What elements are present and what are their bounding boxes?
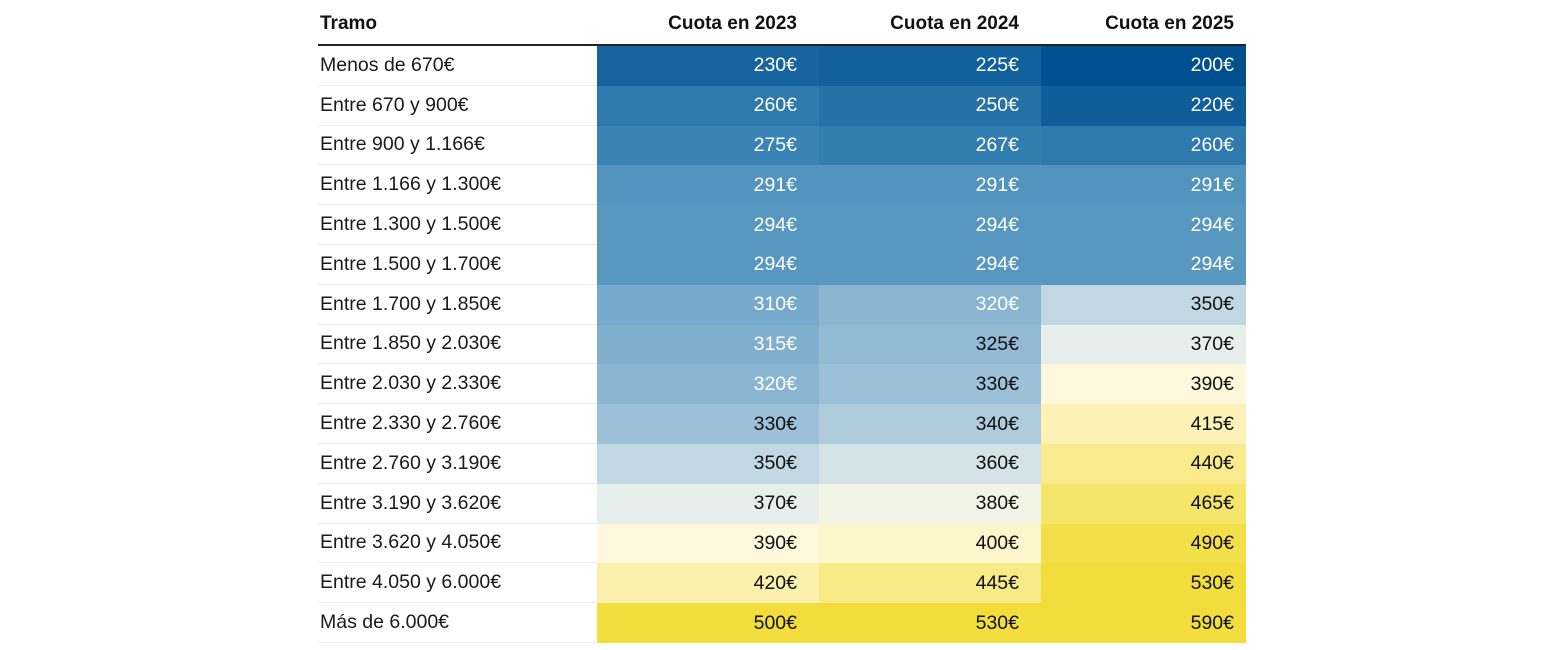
row-label: Entre 3.620 y 4.050€ [318, 524, 597, 564]
table-row: Entre 2.030 y 2.330€ 320€ 330€ 390€ [318, 364, 1246, 405]
cell-2024: 250€ [819, 85, 1041, 126]
table-row: Entre 4.050 y 6.000€ 420€ 445€ 530€ [318, 563, 1246, 604]
row-label: Entre 900 y 1.166€ [318, 126, 597, 166]
cell-2025: 490€ [1041, 523, 1246, 564]
table-row: Menos de 670€ 230€ 225€ 200€ [318, 46, 1246, 86]
cell-2023: 320€ [597, 364, 819, 405]
cell-2024: 320€ [819, 284, 1041, 325]
cell-2024: 225€ [819, 46, 1041, 86]
table-header: Tramo Cuota en 2023 Cuota en 2024 Cuota … [318, 4, 1246, 46]
table-row: Entre 3.620 y 4.050€ 390€ 400€ 490€ [318, 523, 1246, 564]
cell-2023: 315€ [597, 324, 819, 365]
table-row: Entre 670 y 900€ 260€ 250€ 220€ [318, 85, 1246, 126]
cell-2024: 400€ [819, 523, 1041, 564]
table-row: Entre 1.300 y 1.500€ 294€ 294€ 294€ [318, 205, 1246, 245]
cell-2025: 590€ [1041, 603, 1246, 643]
row-label: Entre 2.760 y 3.190€ [318, 444, 597, 484]
cell-2023: 310€ [597, 284, 819, 325]
table-row: Entre 1.700 y 1.850€ 310€ 320€ 350€ [318, 284, 1246, 325]
table-row: Más de 6.000€ 500€ 530€ 590€ [318, 603, 1246, 643]
cell-2024: 360€ [819, 443, 1041, 484]
cell-2023: 275€ [597, 125, 819, 166]
header-2025: Cuota en 2025 [1105, 13, 1234, 34]
cell-2024: 380€ [819, 483, 1041, 524]
row-label: Entre 670 y 900€ [318, 86, 597, 126]
row-label: Entre 1.700 y 1.850€ [318, 285, 597, 325]
cell-2023: 350€ [597, 443, 819, 484]
cell-2023: 230€ [597, 46, 819, 86]
row-label: Entre 1.500 y 1.700€ [318, 245, 597, 285]
cell-2024: 330€ [819, 364, 1041, 405]
cell-2023: 370€ [597, 483, 819, 524]
cell-2025: 291€ [1041, 165, 1246, 206]
cell-2024: 325€ [819, 324, 1041, 365]
table-row: Entre 1.500 y 1.700€ 294€ 294€ 294€ [318, 244, 1246, 285]
cell-2025: 415€ [1041, 404, 1246, 444]
table-row: Entre 900 y 1.166€ 275€ 267€ 260€ [318, 125, 1246, 166]
cell-2024: 291€ [819, 165, 1041, 206]
cell-2024: 530€ [819, 603, 1041, 643]
header-2023: Cuota en 2023 [668, 13, 797, 34]
row-label: Entre 1.850 y 2.030€ [318, 325, 597, 365]
table-row: Entre 1.850 y 2.030€ 315€ 325€ 370€ [318, 324, 1246, 365]
table-row: Entre 2.760 y 3.190€ 350€ 360€ 440€ [318, 443, 1246, 484]
cell-2023: 294€ [597, 205, 819, 245]
table-row: Entre 1.166 y 1.300€ 291€ 291€ 291€ [318, 165, 1246, 206]
table-row: Entre 2.330 y 2.760€ 330€ 340€ 415€ [318, 404, 1246, 444]
cell-2025: 530€ [1041, 563, 1246, 604]
table-body: Menos de 670€ 230€ 225€ 200€ Entre 670 y 900… [318, 46, 1246, 643]
cell-2025: 390€ [1041, 364, 1246, 405]
cell-2025: 220€ [1041, 85, 1246, 126]
cell-2025: 350€ [1041, 284, 1246, 325]
row-label: Menos de 670€ [318, 46, 597, 86]
cell-2024: 267€ [819, 125, 1041, 166]
header-2024: Cuota en 2024 [890, 13, 1019, 34]
row-label: Entre 2.330 y 2.760€ [318, 404, 597, 444]
table-row: Entre 3.190 y 3.620€ 370€ 380€ 465€ [318, 483, 1246, 524]
row-label: Entre 2.030 y 2.330€ [318, 364, 597, 405]
row-label: Entre 4.050 y 6.000€ [318, 563, 597, 604]
cell-2025: 370€ [1041, 324, 1246, 365]
cell-2025: 440€ [1041, 443, 1246, 484]
cell-2024: 294€ [819, 205, 1041, 245]
cell-2024: 294€ [819, 244, 1041, 285]
cell-2025: 465€ [1041, 483, 1246, 524]
row-label: Entre 1.300 y 1.500€ [318, 205, 597, 245]
cell-2023: 420€ [597, 563, 819, 604]
header-tramo: Tramo [320, 13, 378, 34]
cell-2023: 294€ [597, 244, 819, 285]
row-label: Entre 3.190 y 3.620€ [318, 484, 597, 524]
cell-2024: 340€ [819, 404, 1041, 444]
heatmap-table: Tramo Cuota en 2023 Cuota en 2024 Cuota … [318, 4, 1246, 643]
row-label: Más de 6.000€ [318, 603, 597, 643]
cell-2023: 390€ [597, 523, 819, 564]
cell-2023: 260€ [597, 85, 819, 126]
cell-2025: 200€ [1041, 46, 1246, 86]
cell-2025: 260€ [1041, 125, 1246, 166]
cell-2023: 291€ [597, 165, 819, 206]
cell-2025: 294€ [1041, 205, 1246, 245]
cell-2025: 294€ [1041, 244, 1246, 285]
cell-2024: 445€ [819, 563, 1041, 604]
cell-2023: 500€ [597, 603, 819, 643]
row-label: Entre 1.166 y 1.300€ [318, 165, 597, 206]
cell-2023: 330€ [597, 404, 819, 444]
